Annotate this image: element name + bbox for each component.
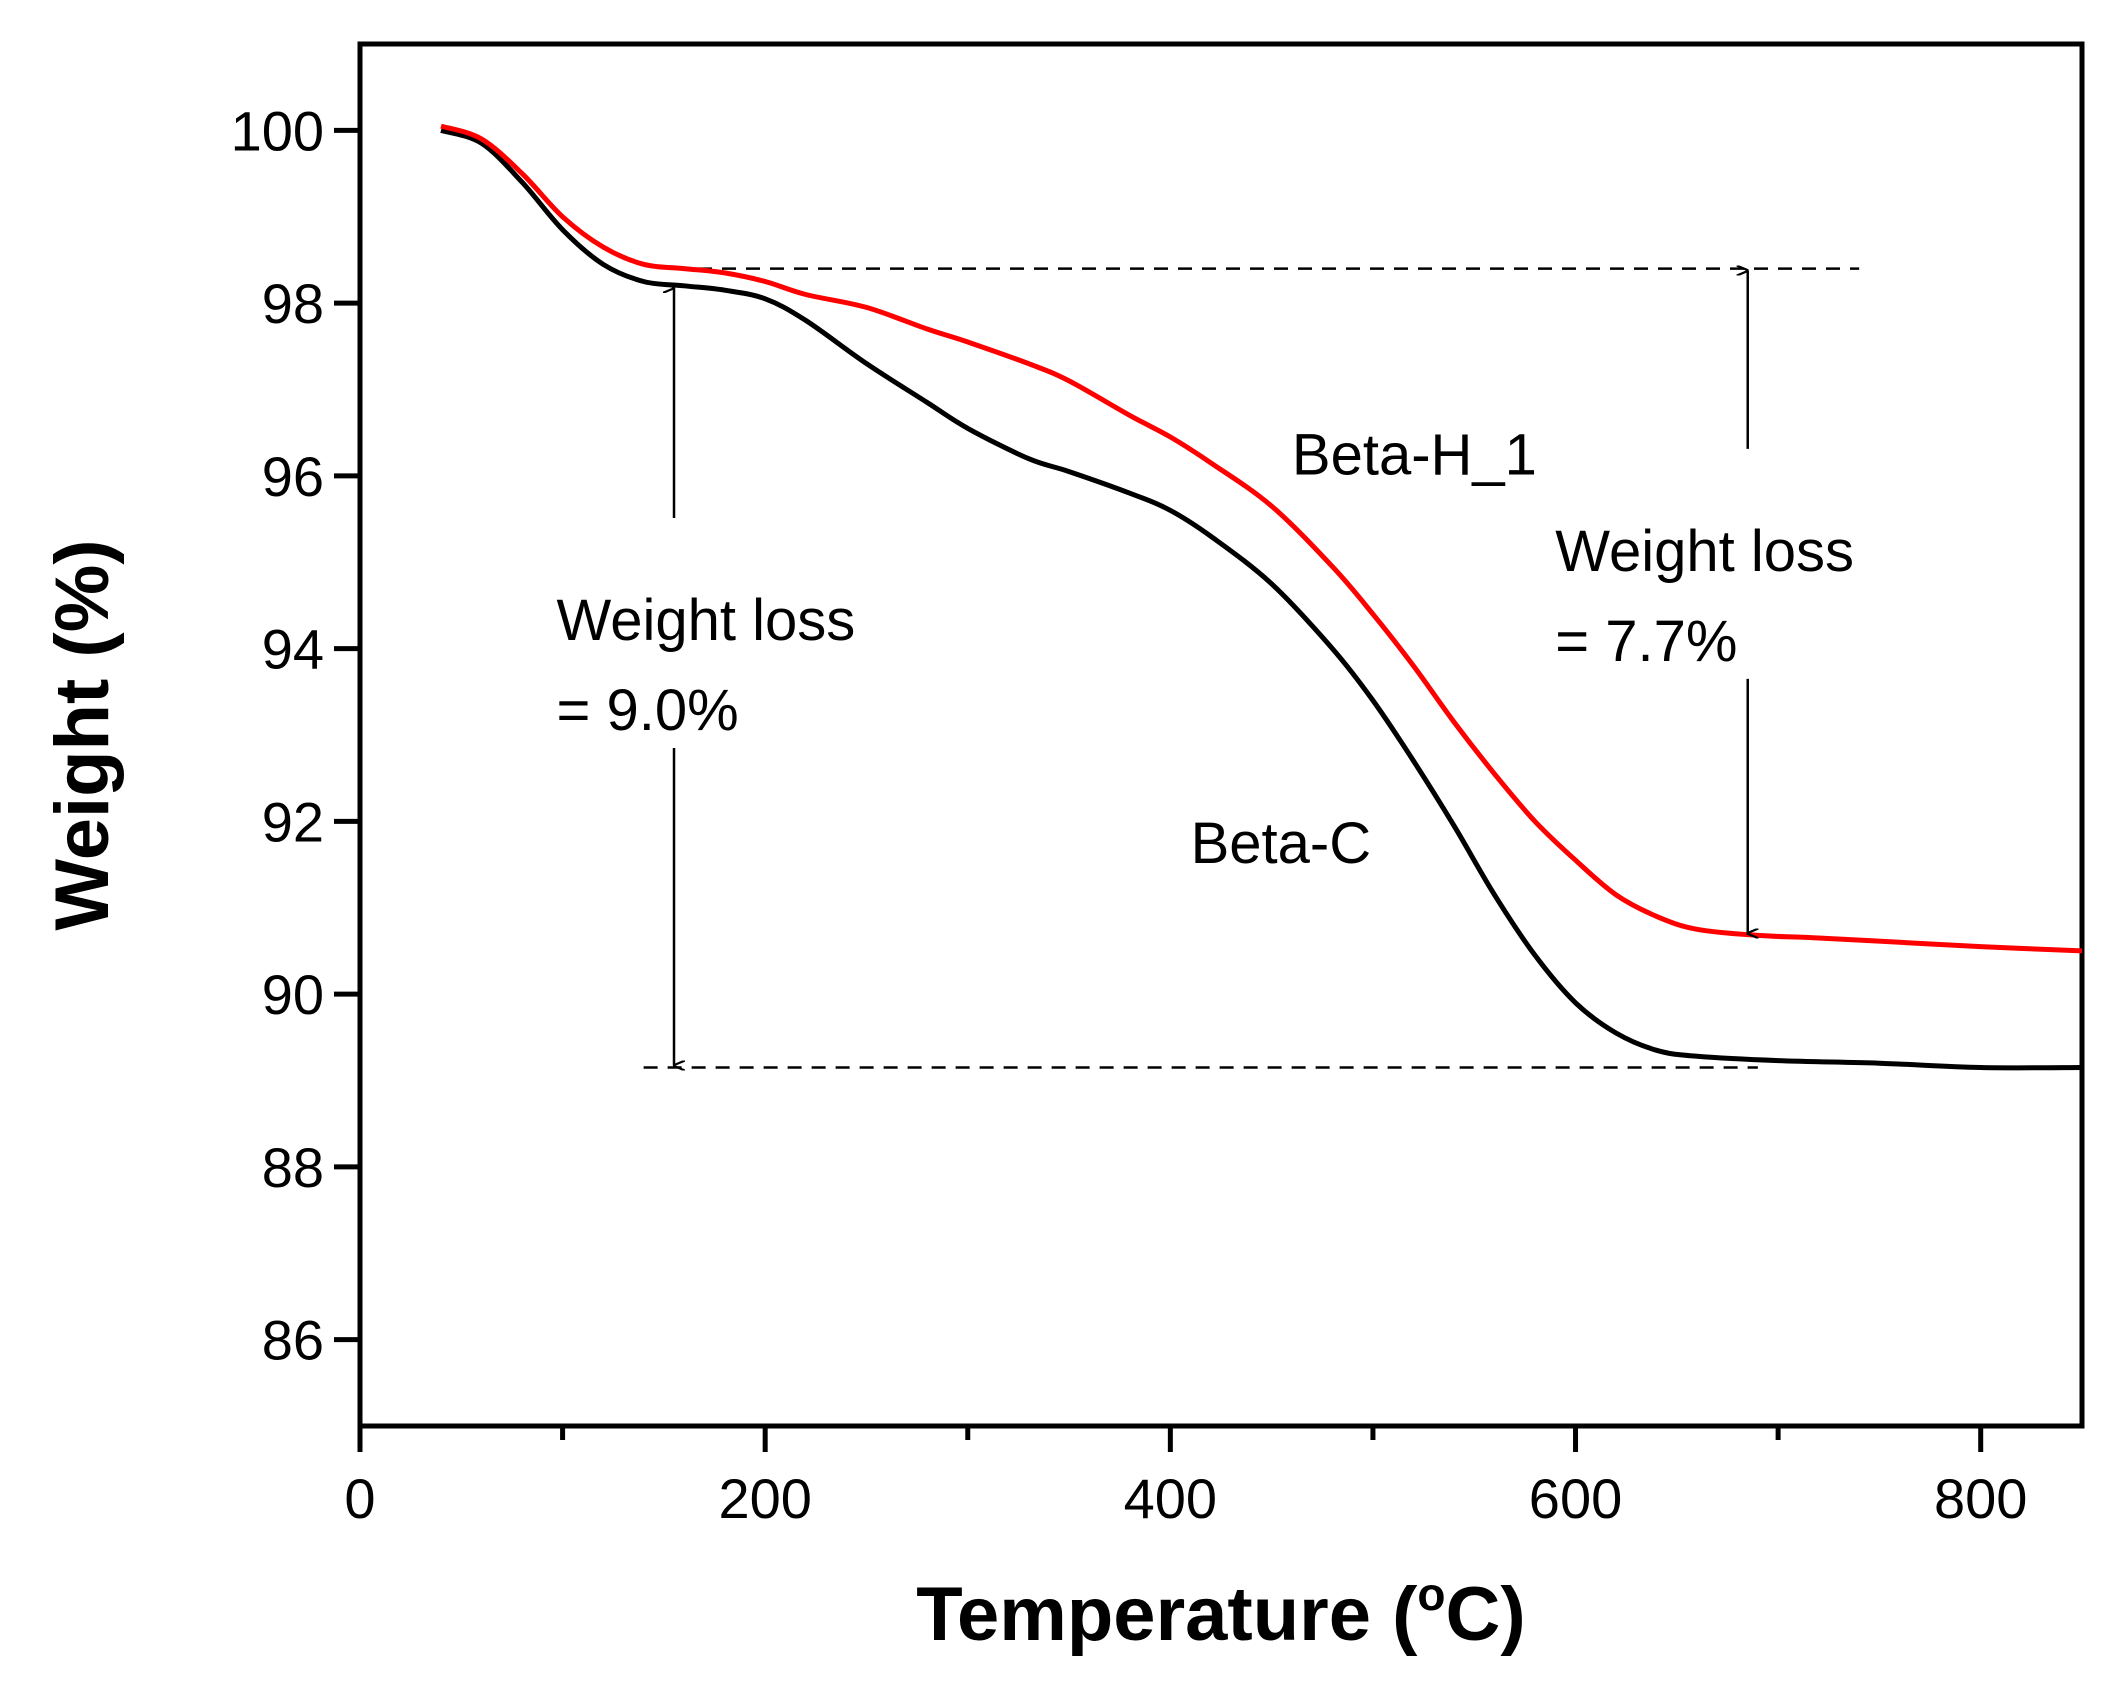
y-tick-label: 90 <box>262 963 324 1026</box>
x-axis-title-superscript: o <box>1417 1568 1445 1620</box>
y-tick-label: 94 <box>262 618 324 681</box>
y-tick-label: 100 <box>231 99 324 162</box>
weight-loss-annotation-text: = 9.0% <box>557 678 739 743</box>
y-tick-label: 96 <box>262 445 324 508</box>
x-tick-label: 0 <box>344 1467 375 1530</box>
annotation-texts: Weight loss = 9.0% Weight loss = 7.7% Beta-H… <box>557 422 1854 876</box>
series-label: Beta-C <box>1191 811 1372 876</box>
annotation-arrows <box>674 271 1748 1066</box>
x-tick-label: 400 <box>1124 1467 1217 1530</box>
weight-loss-annotation-text: Weight loss <box>1555 519 1854 584</box>
y-tick-label: 86 <box>262 1309 324 1372</box>
weight-loss-annotation-text: Weight loss <box>557 588 856 653</box>
x-tick-label: 800 <box>1934 1467 2027 1530</box>
weight-loss-annotation-text: = 7.7% <box>1555 609 1737 674</box>
x-tick-label: 200 <box>718 1467 811 1530</box>
reference-lines <box>643 267 1860 1069</box>
y-tick-label: 98 <box>262 272 324 335</box>
x-axis-title-main: Temperature ( <box>916 1572 1418 1657</box>
x-tick-label: 600 <box>1529 1467 1622 1530</box>
y-axis-ticks: 86 88 90 92 94 96 98 100 <box>231 99 360 1372</box>
y-tick-label: 92 <box>262 790 324 853</box>
x-axis-title: Temperature (oC) <box>916 1568 1525 1657</box>
series-line-beta-h-1 <box>440 123 2083 954</box>
x-axis-title-end: C) <box>1446 1572 1526 1657</box>
y-axis-title: Weight (%) <box>40 539 125 930</box>
y-tick-label: 88 <box>262 1136 324 1199</box>
plot-frame <box>357 41 2085 1429</box>
series-label: Beta-H_1 <box>1292 422 1537 487</box>
x-axis-ticks: 0 200 400 600 800 <box>344 1426 2027 1530</box>
